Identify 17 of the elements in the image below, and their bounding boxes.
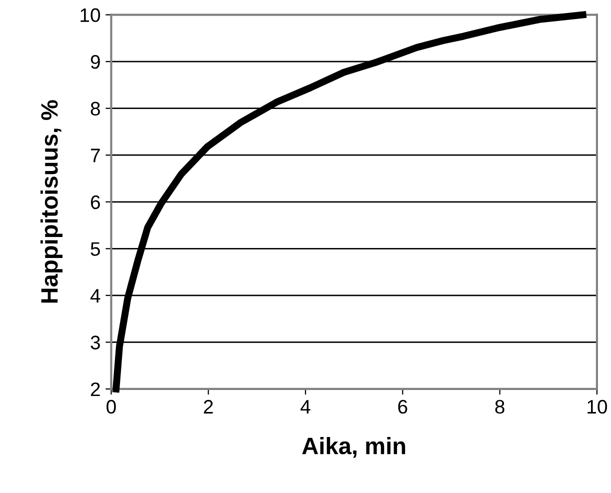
- y-tick-label: 4: [90, 289, 100, 302]
- y-tick-label: 10: [80, 8, 100, 22]
- y-tick-label: 3: [90, 336, 100, 350]
- x-tick-label: 0: [106, 400, 116, 414]
- y-axis-title: Happipitoisuus, %: [40, 100, 62, 303]
- x-tick-label: 2: [204, 400, 213, 414]
- x-tick-label: 4: [300, 400, 310, 414]
- y-tick-label: 7: [90, 148, 100, 162]
- y-tick-label: 6: [90, 195, 100, 210]
- x-tick-label: 6: [398, 400, 408, 414]
- y-tick-label: 2: [90, 382, 100, 396]
- x-axis-title: Aika, min: [302, 436, 406, 458]
- x-tick-label: 8: [495, 400, 504, 414]
- y-tick-label: 8: [90, 102, 100, 116]
- x-tick-label: 10: [588, 400, 607, 414]
- y-tick-label: 5: [90, 242, 100, 256]
- y-tick-label: 9: [90, 55, 100, 69]
